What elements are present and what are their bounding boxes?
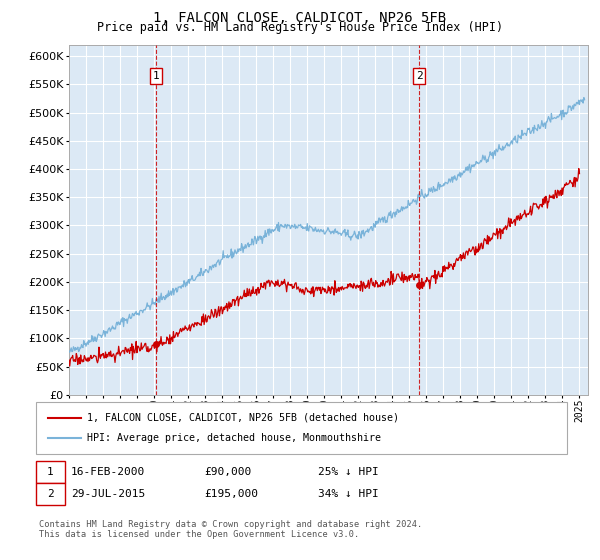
Text: HPI: Average price, detached house, Monmouthshire: HPI: Average price, detached house, Monm… xyxy=(87,433,381,443)
Text: 1, FALCON CLOSE, CALDICOT, NP26 5FB: 1, FALCON CLOSE, CALDICOT, NP26 5FB xyxy=(154,11,446,25)
Text: £195,000: £195,000 xyxy=(204,489,258,499)
Text: 2: 2 xyxy=(47,489,54,499)
Text: 1, FALCON CLOSE, CALDICOT, NP26 5FB (detached house): 1, FALCON CLOSE, CALDICOT, NP26 5FB (det… xyxy=(87,413,399,423)
Text: 29-JUL-2015: 29-JUL-2015 xyxy=(71,489,145,499)
Text: 25% ↓ HPI: 25% ↓ HPI xyxy=(318,467,379,477)
Text: Price paid vs. HM Land Registry's House Price Index (HPI): Price paid vs. HM Land Registry's House … xyxy=(97,21,503,34)
Text: 2: 2 xyxy=(416,71,422,81)
Text: 34% ↓ HPI: 34% ↓ HPI xyxy=(318,489,379,499)
Text: 1: 1 xyxy=(153,71,160,81)
Text: Contains HM Land Registry data © Crown copyright and database right 2024.
This d: Contains HM Land Registry data © Crown c… xyxy=(39,520,422,539)
Text: 16-FEB-2000: 16-FEB-2000 xyxy=(71,467,145,477)
Text: 1: 1 xyxy=(47,467,54,477)
Text: £90,000: £90,000 xyxy=(204,467,251,477)
